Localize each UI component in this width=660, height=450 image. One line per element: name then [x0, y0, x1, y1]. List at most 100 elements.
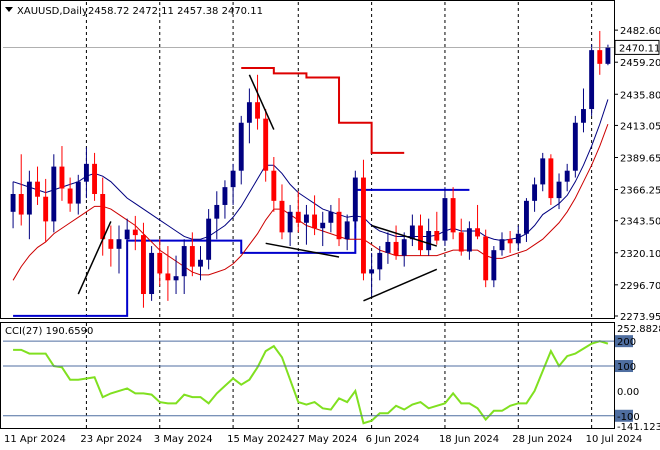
candle-body — [295, 211, 301, 223]
time-tick-label: 28 Jun 2024 — [512, 434, 572, 445]
symbol-label: XAUUSD,Daily — [17, 6, 88, 17]
candle-body — [361, 177, 366, 274]
price-tick-label: 2482.60 — [620, 26, 660, 37]
candle-body — [564, 170, 570, 182]
candle-body — [100, 193, 106, 240]
time-axis[interactable]: 11 Apr 2024 23 Apr 2024 3 May 2024 15 May 2… — [4, 434, 642, 445]
candle-body — [548, 158, 554, 199]
cci-tick-label: 200 — [617, 337, 636, 348]
dropdown-triangle-icon[interactable] — [5, 7, 13, 12]
candle-body — [83, 163, 89, 182]
price-tick-label: 2389.65 — [620, 153, 660, 164]
candle-body — [352, 177, 358, 222]
ohlc-values: 2458.72 2472.11 2457.38 2470.11 — [88, 6, 263, 17]
candle-body — [51, 166, 57, 222]
candle-body — [523, 200, 529, 234]
candle-body — [165, 273, 171, 281]
candle-body — [450, 198, 456, 233]
time-tick-label: 6 Jun 2024 — [366, 434, 420, 445]
candle-body — [157, 252, 163, 274]
time-tick-label: 15 May 2024 — [227, 434, 292, 445]
candle-body — [369, 269, 375, 274]
candle-body — [149, 252, 155, 295]
candle-body — [26, 181, 32, 215]
candle-body — [75, 181, 81, 204]
candle-body — [206, 218, 212, 260]
time-tick-label: 10 Jul 2024 — [586, 434, 643, 445]
candle-body — [108, 239, 114, 249]
candle-body — [43, 196, 49, 222]
pattern-line — [77, 221, 112, 295]
candle-body — [377, 252, 383, 270]
pattern-line — [371, 224, 438, 247]
cci-axis: 252.8828 200 100 0.00 -100-141.123 — [3, 324, 660, 433]
candle-body — [173, 276, 179, 281]
candle-body — [287, 211, 293, 233]
price-tick-label: 2459.20 — [620, 58, 660, 69]
candle-body — [483, 236, 489, 281]
candle-body — [189, 246, 195, 267]
candle-body — [434, 230, 440, 241]
candle-body — [18, 193, 24, 215]
candle-body — [499, 239, 505, 251]
price-tick-label: 2413.05 — [620, 121, 660, 132]
candle-body — [385, 241, 391, 253]
price-tick-label: 2343.50 — [620, 217, 660, 228]
cci-level-badge — [615, 335, 633, 348]
candle-body — [214, 204, 220, 219]
candle-body — [141, 235, 146, 295]
resistance-line — [241, 66, 405, 154]
candle-body — [418, 225, 423, 251]
price-tick-label: 2435.80 — [620, 90, 660, 101]
cci-tick-label: 252.8828 — [617, 324, 660, 335]
cci-tick-label: 0.00 — [617, 387, 639, 398]
current-price-label: 2470.11 — [619, 43, 660, 54]
candle-body — [35, 181, 40, 197]
candle-body — [312, 214, 318, 229]
candle-body — [344, 221, 350, 240]
candle-body — [475, 228, 480, 237]
candle-body — [271, 170, 277, 201]
indicator-panel-frame — [0, 322, 615, 429]
price-tick-label: 2296.70 — [620, 281, 660, 292]
candle-body — [255, 102, 260, 119]
candle-body — [572, 122, 578, 171]
candle-body — [336, 211, 342, 240]
candle-body — [279, 200, 285, 233]
candle-body — [10, 193, 16, 212]
candle-body — [507, 239, 513, 244]
candle-body — [581, 109, 586, 123]
time-tick-label: 18 Jun 2024 — [439, 434, 499, 445]
level-lines — [13, 66, 470, 317]
candle-body — [589, 50, 595, 110]
current-price-box — [614, 39, 660, 55]
candle-body — [328, 211, 334, 223]
candle-body — [401, 239, 407, 256]
candle-body — [393, 241, 399, 256]
candle-body — [426, 230, 432, 251]
cci-tick-label: -141.123 — [617, 422, 660, 433]
cci-indicator — [13, 340, 609, 425]
candle-body — [458, 232, 464, 252]
candle-body — [67, 188, 73, 204]
candle-body — [132, 229, 138, 236]
candle-body — [491, 250, 497, 281]
price-axis[interactable]: 2482.60 2459.20 2435.80 2413.05 2389.65 2366.… — [3, 26, 660, 323]
price-tick-label: 2366.25 — [620, 186, 660, 197]
candle-body — [442, 198, 448, 241]
price-tick-label: 2320.10 — [620, 249, 660, 260]
candle-body — [515, 233, 521, 244]
candle-body — [597, 50, 603, 64]
candle-body — [466, 228, 472, 252]
candle-body — [320, 222, 326, 229]
price-tick-label: 2273.95 — [620, 312, 660, 323]
cci-level-badge — [615, 409, 633, 422]
cci-level-badge — [615, 360, 633, 373]
time-tick-label: 27 May 2024 — [292, 434, 357, 445]
pattern-lines — [77, 74, 438, 302]
cci-tick-label: 100 — [617, 362, 636, 373]
candle-body — [230, 170, 236, 188]
candle-body — [238, 122, 244, 171]
cci-tick-label: -100 — [617, 412, 640, 423]
